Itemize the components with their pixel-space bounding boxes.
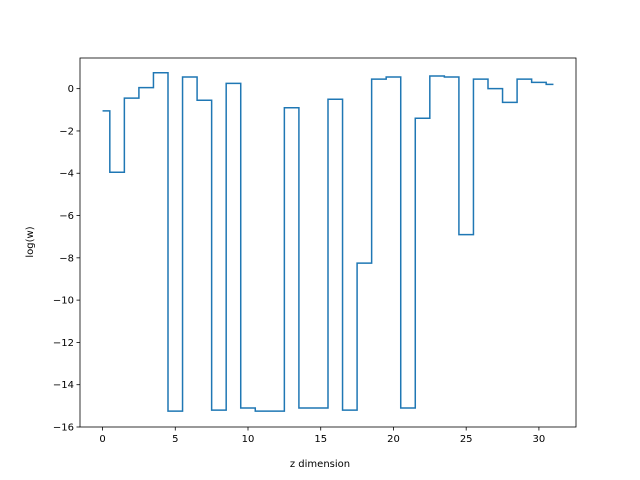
x-tick-label: 20 xyxy=(387,434,400,445)
y-axis-label: log(w) xyxy=(25,226,36,257)
y-tick-label: −2 xyxy=(59,126,74,137)
y-tick-label: −10 xyxy=(53,296,74,307)
y-tick-label: −6 xyxy=(59,211,74,222)
x-tick-label: 10 xyxy=(242,434,255,445)
axes-frame xyxy=(79,57,577,428)
y-ticks: 0 −2 −4 −6 −8 −10 −12 −14 −16 xyxy=(53,84,80,434)
x-tick-label: 15 xyxy=(314,434,327,445)
y-tick-label: −12 xyxy=(53,338,74,349)
y-tick-label: −4 xyxy=(59,169,74,180)
y-tick-label: −8 xyxy=(59,253,74,264)
x-tick-label: 5 xyxy=(172,434,178,445)
y-tick-label: −14 xyxy=(53,380,74,391)
series-line-0 xyxy=(102,72,554,412)
x-tick-label: 0 xyxy=(99,434,105,445)
series-layer xyxy=(102,72,554,412)
x-tick-label: 25 xyxy=(460,434,473,445)
axes-layer xyxy=(79,57,577,428)
y-tick-label: 0 xyxy=(68,84,74,95)
x-axis-label: z dimension xyxy=(290,459,350,470)
x-tick-label: 30 xyxy=(533,434,546,445)
y-tick-label: −16 xyxy=(53,423,74,434)
x-ticks: 0 5 10 15 20 25 30 xyxy=(99,427,545,445)
